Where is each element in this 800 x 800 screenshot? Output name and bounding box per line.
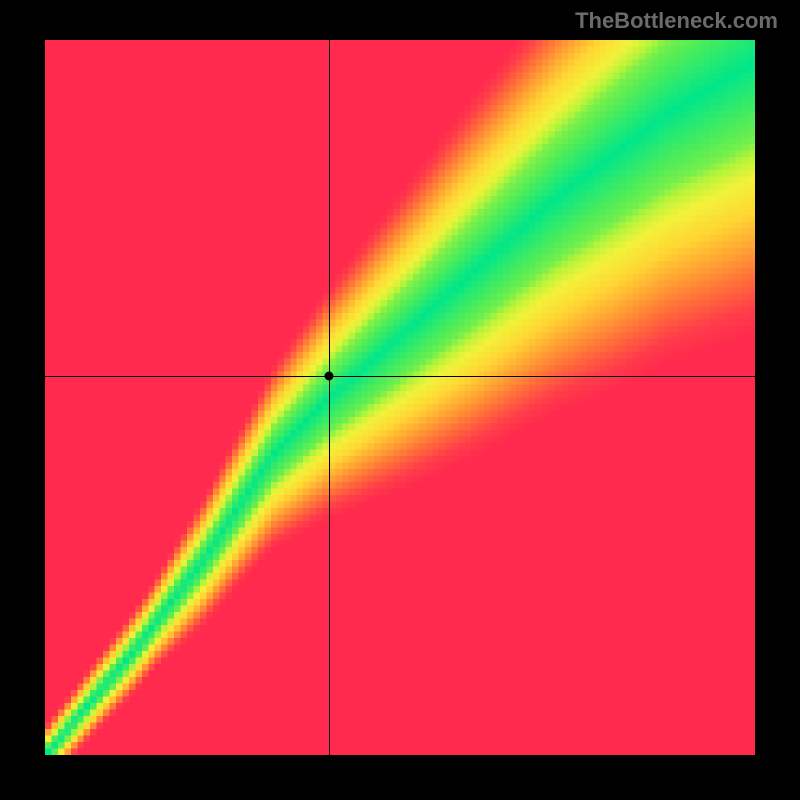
selection-marker bbox=[325, 372, 334, 381]
chart-container: TheBottleneck.com bbox=[0, 0, 800, 800]
crosshair-vertical bbox=[329, 40, 330, 755]
crosshair-horizontal bbox=[45, 376, 755, 377]
watermark-text: TheBottleneck.com bbox=[575, 8, 778, 34]
bottleneck-heatmap bbox=[45, 40, 755, 755]
